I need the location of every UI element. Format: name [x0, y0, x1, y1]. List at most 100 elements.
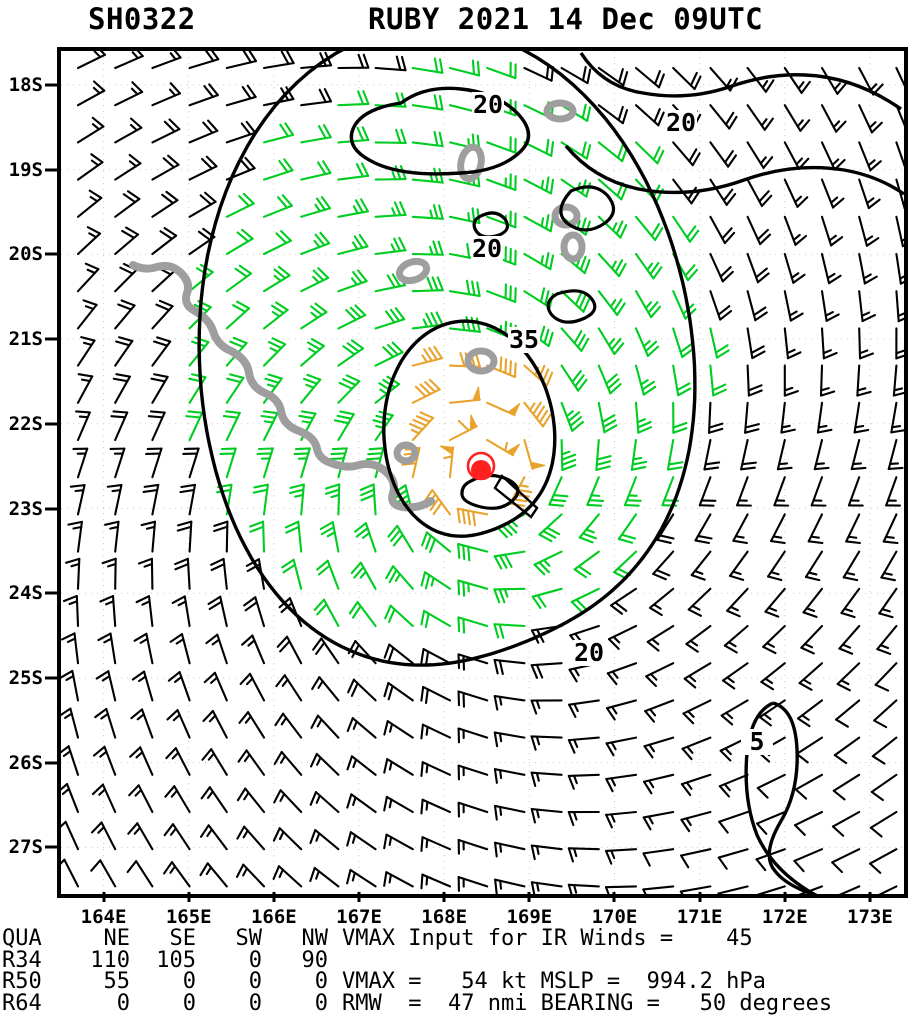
barb-full	[785, 391, 798, 396]
wind-barb	[275, 714, 301, 738]
barb-full	[438, 277, 443, 290]
barb-half	[210, 716, 215, 722]
barb-full	[623, 72, 627, 85]
barb-full	[719, 858, 727, 869]
barb-full	[833, 827, 843, 836]
wind-barb	[710, 291, 731, 319]
wind-barb	[809, 514, 823, 543]
wind-barb	[347, 794, 375, 812]
wind-barb	[822, 142, 845, 169]
barb-half	[882, 609, 890, 611]
barb-shaft	[835, 738, 859, 756]
barb-full	[310, 868, 314, 881]
barb-full	[265, 379, 278, 383]
barb-half	[537, 701, 540, 708]
wind-barb	[129, 785, 152, 812]
barb-full	[76, 411, 90, 412]
wind-barb	[274, 790, 301, 812]
barb-half	[505, 443, 507, 451]
barb-half	[98, 827, 104, 833]
barb-full	[307, 375, 320, 380]
wind-barb	[718, 886, 747, 894]
barb-full	[311, 792, 316, 805]
barb-half	[725, 748, 731, 754]
barb-half	[173, 753, 179, 759]
wind-barb	[190, 193, 216, 217]
table-cell-se: 0	[144, 971, 196, 993]
barb-half	[868, 160, 874, 165]
barb-half	[70, 601, 77, 604]
barb-full	[66, 559, 79, 563]
barb-full	[619, 107, 623, 120]
coastline-island	[397, 258, 429, 284]
barb-half	[542, 218, 543, 226]
barb-full	[258, 453, 272, 454]
barb-half	[881, 645, 888, 648]
barb-half	[209, 754, 214, 760]
barb-full	[384, 835, 386, 849]
barb-shaft	[870, 849, 896, 863]
barb-half	[798, 120, 803, 126]
barb-full	[370, 448, 384, 449]
barb-half	[688, 711, 694, 717]
wind-barb	[115, 155, 140, 180]
barb-half	[468, 213, 469, 221]
barb-full	[389, 648, 394, 661]
barb-full	[844, 577, 857, 580]
wind-barb	[227, 86, 256, 106]
wind-barb	[748, 142, 773, 167]
barb-half	[567, 411, 573, 416]
wind-barb	[338, 235, 367, 254]
barb-full	[846, 541, 860, 543]
wind-barb	[385, 606, 413, 626]
barb-full	[151, 411, 165, 412]
wind-barb	[606, 775, 636, 791]
y-axis-tick	[45, 592, 57, 595]
wind-barb	[869, 886, 896, 894]
wind-barb	[758, 775, 785, 798]
barb-full	[295, 453, 309, 454]
barb-pennant	[440, 446, 453, 454]
barb-full	[458, 617, 459, 631]
y-axis-tick	[45, 676, 57, 679]
barb-half	[361, 572, 366, 578]
wind-barb	[487, 284, 515, 301]
wind-barb	[524, 215, 553, 231]
wind-barb	[338, 91, 368, 105]
barb-full	[673, 428, 686, 433]
wind-barb	[874, 700, 896, 727]
wind-barb	[111, 449, 125, 478]
barb-full	[771, 541, 785, 543]
wind-barb	[859, 217, 878, 246]
wind-barb	[92, 822, 115, 849]
x-axis-tick	[528, 892, 531, 902]
barb-half	[819, 426, 827, 427]
barb-full	[660, 535, 673, 538]
wind-barb	[569, 700, 599, 716]
wind-barb	[608, 663, 636, 684]
wind-barb	[301, 89, 331, 105]
wind-barb	[532, 846, 562, 859]
barb-full	[758, 788, 768, 798]
barb-shaft	[833, 812, 859, 827]
wind-barb	[421, 875, 450, 889]
wind-barb	[275, 752, 301, 775]
wind-barb	[896, 68, 904, 95]
barb-full	[116, 342, 129, 346]
wind-barb	[78, 191, 101, 217]
barb-half	[729, 642, 736, 646]
wind-barb	[152, 337, 170, 365]
barb-full	[546, 177, 548, 191]
wind-barb	[361, 484, 376, 514]
barb-full	[620, 225, 626, 237]
wind-barb	[115, 337, 132, 365]
barb-full	[358, 91, 363, 104]
barb-full	[358, 128, 364, 141]
barb-full	[402, 57, 406, 70]
barb-half	[731, 607, 738, 610]
wind-barb	[142, 522, 155, 552]
barb-half	[248, 640, 254, 645]
wind-barb	[311, 716, 338, 738]
wind-barb	[822, 254, 841, 283]
